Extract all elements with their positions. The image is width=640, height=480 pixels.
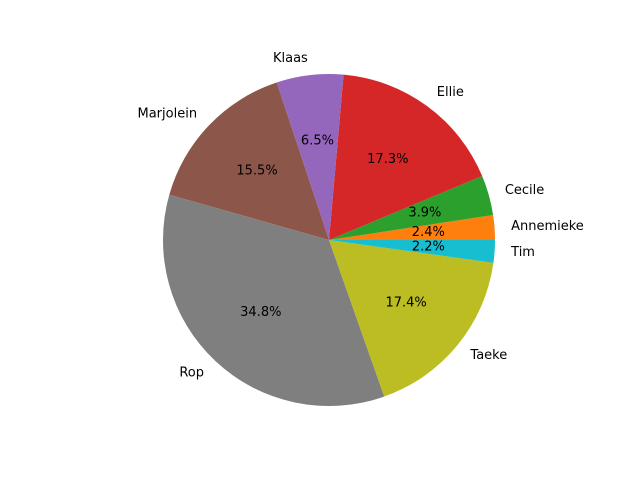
slice-label-tim: Tim — [510, 245, 535, 260]
pie-slice-annemieke — [329, 215, 496, 240]
slice-label-rop: Rop — [179, 366, 204, 381]
slice-label-marjolein: Marjolein — [138, 106, 198, 121]
pie-slices — [162, 73, 496, 407]
pie-slice-klaas — [276, 73, 344, 240]
slice-label-taeke: Taeke — [469, 348, 507, 363]
slice-percent-cecile: 3.9% — [408, 206, 441, 221]
pie-slice-taeke — [329, 240, 494, 397]
slice-percent-taeke: 17.4% — [385, 296, 426, 311]
slice-label-klaas: Klaas — [273, 51, 308, 66]
pie-slice-ellie — [329, 74, 483, 240]
pie-slice-marjolein — [169, 82, 329, 240]
pie-slice-cecile — [329, 175, 494, 240]
slice-percent-klaas: 6.5% — [301, 134, 334, 149]
slice-percent-tim: 2.2% — [412, 239, 445, 254]
slice-label-annemieke: Annemieke — [511, 219, 584, 234]
slice-percent-rop: 34.8% — [240, 305, 281, 320]
slice-label-ellie: Ellie — [437, 85, 464, 100]
pie-labels: Annemieke 2.4% Cecile 3.9% Ellie 17.3% Klaas 6.… — [138, 51, 584, 380]
slice-percent-annemieke: 2.4% — [412, 225, 445, 240]
slice-percent-marjolein: 15.5% — [236, 164, 277, 179]
pie-slice-tim — [329, 240, 496, 263]
pie-slice-rop — [162, 194, 385, 407]
slice-label-cecile: Cecile — [505, 183, 544, 198]
slice-percent-ellie: 17.3% — [367, 152, 408, 167]
